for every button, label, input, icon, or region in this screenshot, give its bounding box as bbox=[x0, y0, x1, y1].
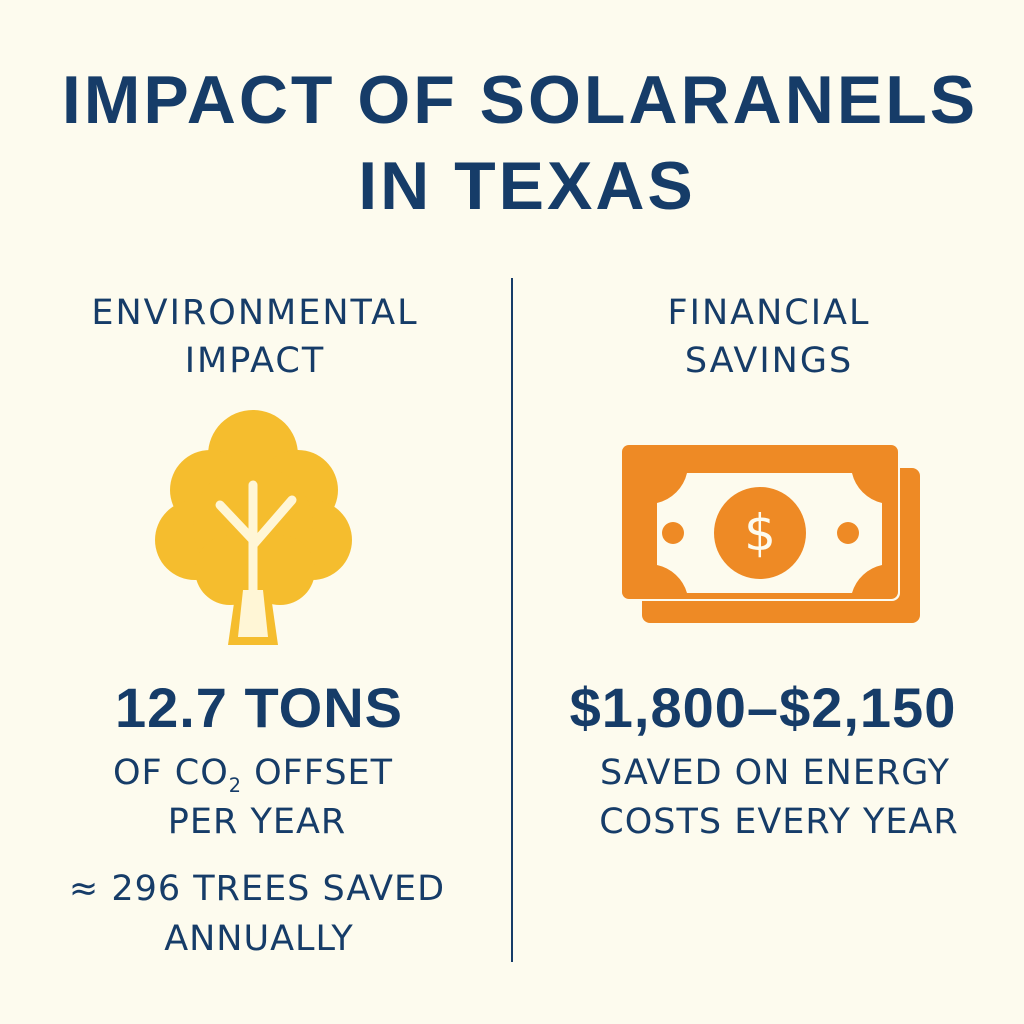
financial-heading-line-1: FINANCIAL bbox=[667, 293, 871, 333]
title-line-1: IMPACT OF SOLARANELS bbox=[61, 62, 979, 138]
co2-offset-value: 12.7 TONS bbox=[114, 676, 404, 739]
money-bill-icon: $ bbox=[620, 443, 920, 623]
trees-saved-period: ANNUALLY bbox=[164, 919, 354, 959]
savings-value: $1,800–$2,150 bbox=[569, 676, 957, 739]
financial-heading-line-2: SAVINGS bbox=[684, 341, 854, 381]
savings-description-line-2: COSTS EVERY YEAR bbox=[599, 802, 959, 842]
tree-icon bbox=[155, 410, 352, 645]
column-divider bbox=[511, 278, 513, 962]
environmental-heading-line-2: IMPACT bbox=[184, 341, 326, 381]
title-line-2: IN TEXAS bbox=[358, 148, 696, 224]
savings-description-line-1: SAVED ON ENERGY bbox=[599, 753, 951, 793]
co2-offset-description: OF CO2 OFFSET bbox=[112, 753, 394, 797]
dollar-sign-icon: $ bbox=[744, 504, 776, 562]
environmental-heading-line-1: ENVIRONMENTAL bbox=[91, 293, 419, 333]
trees-saved: ≈ 296 TREES SAVED bbox=[68, 869, 446, 909]
co2-offset-period: PER YEAR bbox=[167, 802, 347, 842]
